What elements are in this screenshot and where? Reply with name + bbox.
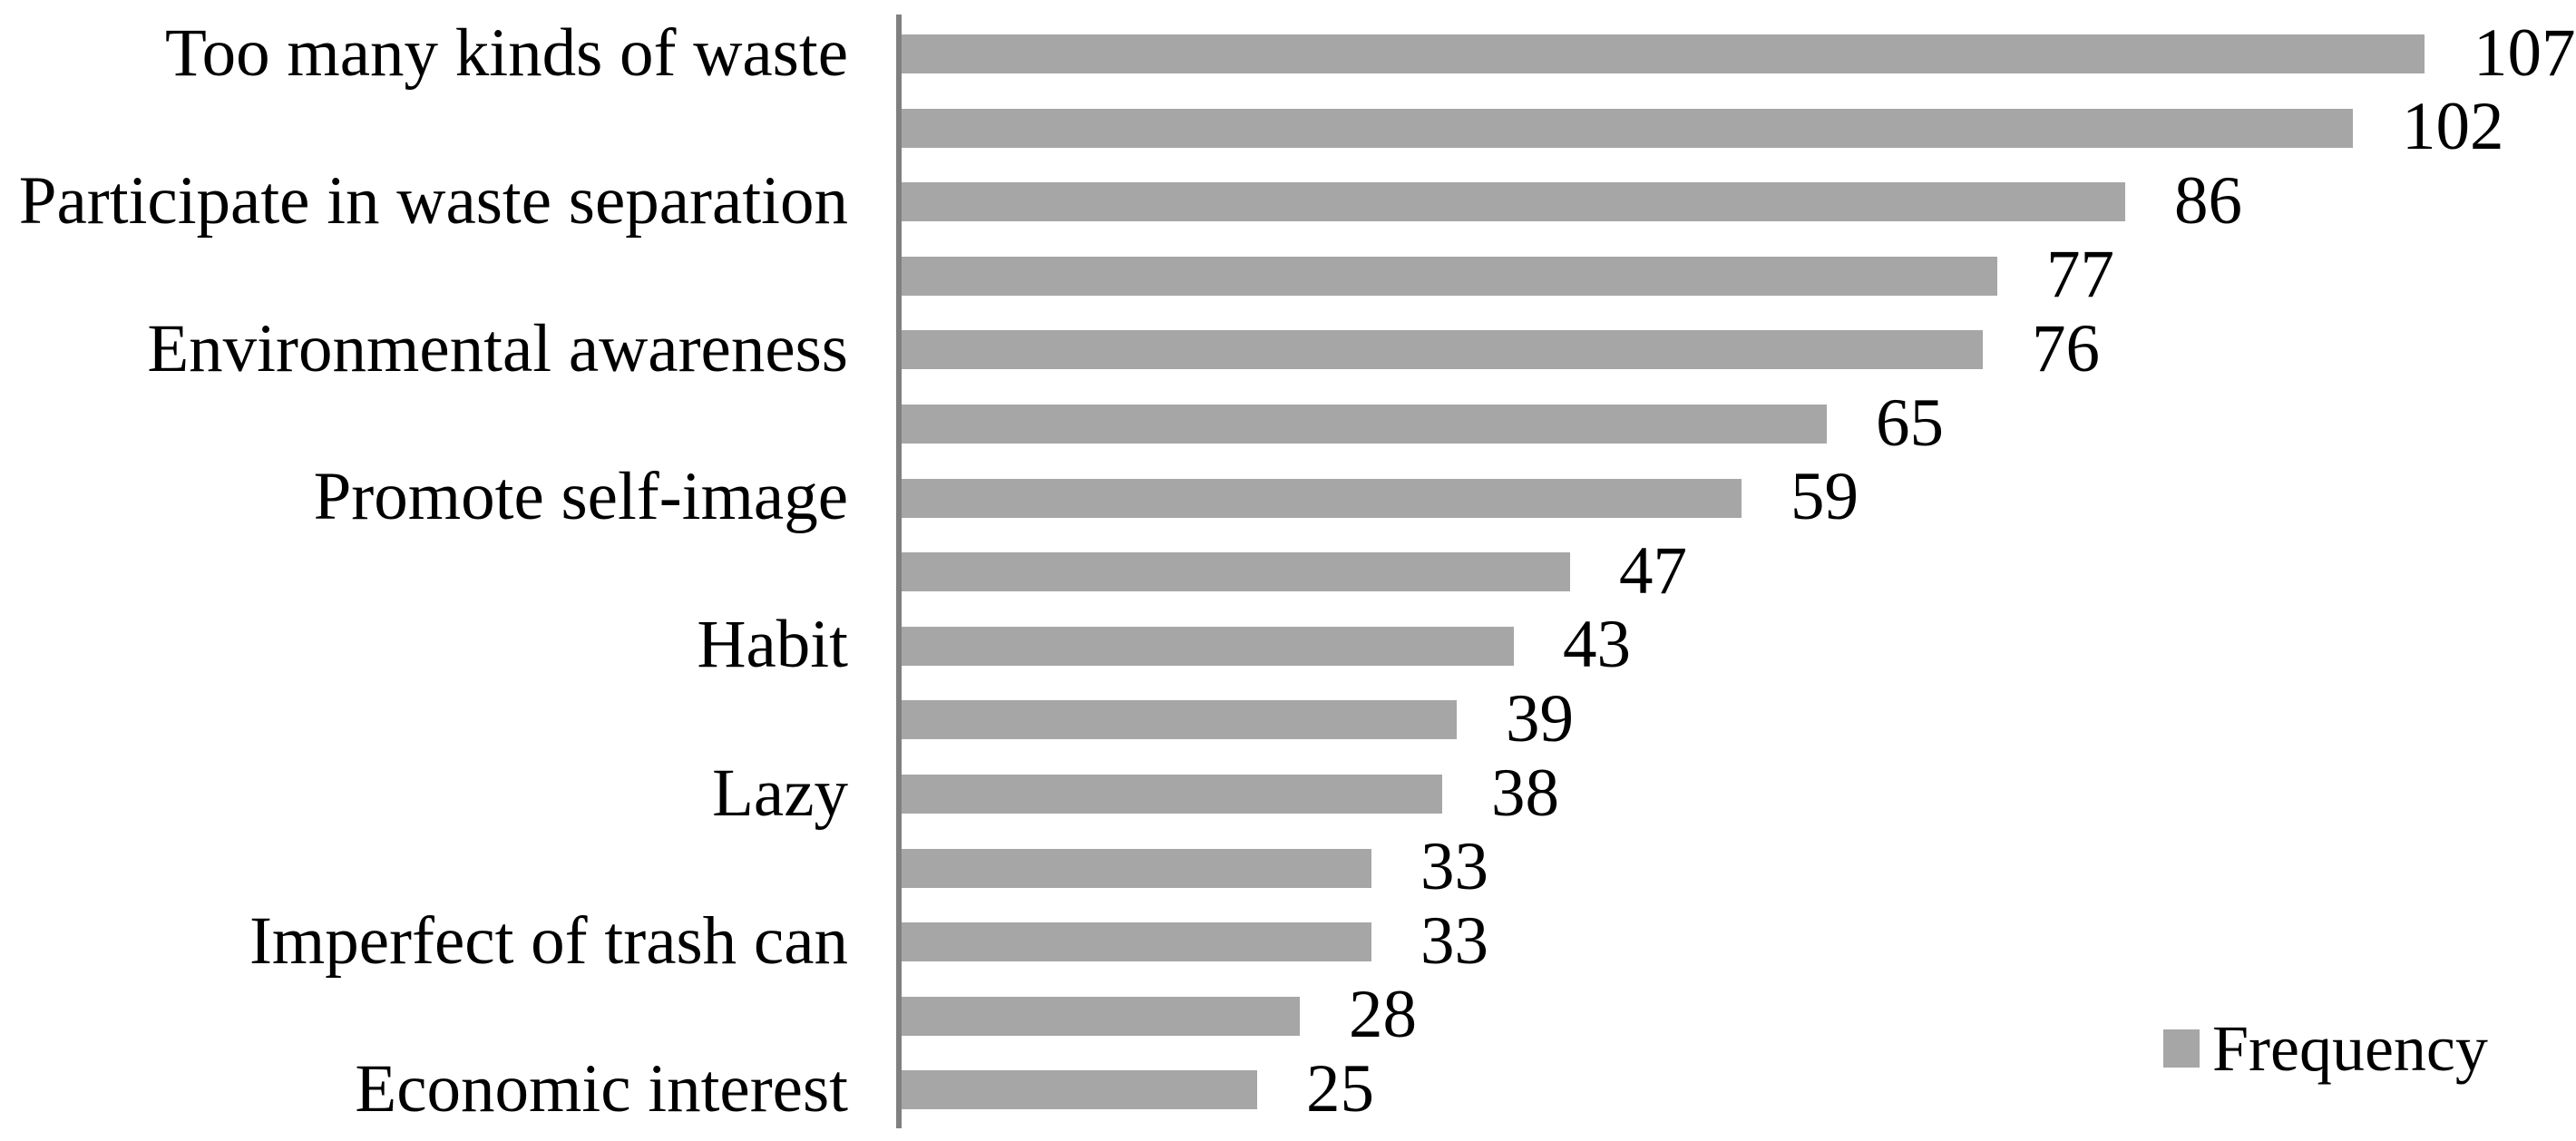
bar-value-label: 47 (1619, 532, 1687, 609)
bar-value-label: 86 (2174, 162, 2242, 239)
bar-value-label: 76 (2032, 310, 2100, 386)
category-label: Habit (697, 607, 848, 683)
category-label: Lazy (712, 755, 848, 831)
bar (902, 922, 1371, 962)
category-label: Participate in waste separation (18, 162, 848, 239)
bar (902, 775, 1442, 814)
bar (902, 256, 1997, 296)
bar (902, 700, 1457, 740)
bar (902, 108, 2353, 148)
bar-value-label: 43 (1563, 607, 1631, 683)
legend-swatch-icon (2163, 1029, 2200, 1068)
bar (902, 478, 1742, 518)
bar-value-label: 65 (1876, 385, 1944, 461)
bar-value-label: 59 (1791, 459, 1859, 535)
bar-value-label: 38 (1491, 755, 1559, 831)
bar (902, 996, 1300, 1036)
bar (902, 1070, 1257, 1110)
category-label: Promote self-image (313, 459, 848, 535)
bar-value-label: 25 (1306, 1050, 1374, 1126)
bar (902, 626, 1514, 666)
bar-value-label: 33 (1420, 902, 1488, 979)
bar (902, 34, 2425, 73)
bar-value-label: 33 (1420, 829, 1488, 905)
category-label: Environmental awareness (147, 310, 848, 386)
bar-value-label: 102 (2402, 89, 2504, 165)
bar (902, 552, 1570, 592)
legend-label: Frequency (2212, 1012, 2488, 1085)
category-axis-line (896, 15, 902, 1128)
bar-value-label: 28 (1349, 977, 1417, 1053)
legend: Frequency (2163, 1016, 2488, 1081)
bar (902, 848, 1371, 888)
bar (902, 330, 1983, 370)
category-label: Economic interest (355, 1050, 848, 1126)
bar-value-label: 77 (2046, 237, 2114, 313)
category-label: Too many kinds of waste (165, 15, 848, 91)
bar-value-label: 107 (2474, 15, 2576, 91)
category-label: Imperfect of trash can (249, 902, 848, 979)
bar (902, 182, 2125, 222)
bar-value-label: 39 (1506, 680, 1574, 756)
bar (902, 405, 1827, 444)
